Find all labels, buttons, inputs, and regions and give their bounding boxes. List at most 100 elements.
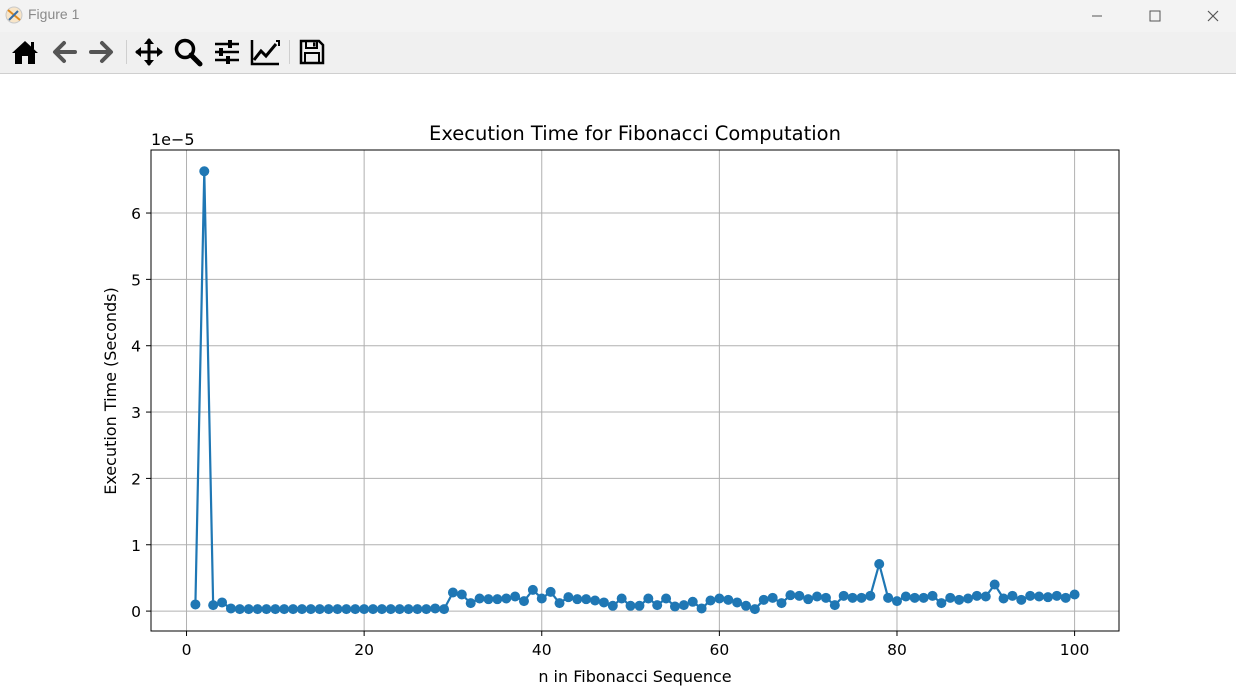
data-point	[909, 592, 920, 603]
data-point	[900, 591, 911, 602]
axes-frame	[150, 149, 1120, 632]
data-point	[607, 600, 618, 611]
y-tick-label: 3	[131, 404, 141, 422]
data-point	[376, 604, 387, 615]
data-point	[190, 599, 201, 610]
data-point	[767, 592, 778, 603]
data-point	[527, 584, 538, 595]
data-point	[518, 596, 529, 607]
data-point	[314, 604, 325, 615]
data-point	[1025, 590, 1036, 601]
data-point	[785, 590, 796, 601]
data-point	[714, 593, 725, 604]
data-point	[572, 594, 583, 605]
data-point	[563, 592, 574, 603]
series-execution-time	[190, 166, 1080, 615]
y-offset-label: 1e−5	[151, 130, 195, 149]
data-point	[554, 598, 565, 609]
data-point	[394, 604, 405, 615]
data-point	[323, 604, 334, 615]
data-point	[874, 558, 885, 569]
data-point	[891, 596, 902, 607]
data-point	[980, 591, 991, 602]
app-icon	[4, 5, 24, 29]
x-tick-label: 80	[887, 641, 907, 659]
y-tick-label: 0	[131, 603, 141, 621]
data-point	[510, 591, 521, 602]
ticks: 0 20 40 60 80 100 0 1 2 3 4 5 6	[131, 205, 1089, 659]
zoom-button[interactable]	[171, 35, 205, 69]
data-point	[465, 598, 476, 609]
edit-axes-button[interactable]	[248, 35, 282, 69]
data-point	[865, 590, 876, 601]
data-point	[758, 594, 769, 605]
data-point	[963, 593, 974, 604]
data-point	[803, 594, 814, 605]
data-point	[359, 604, 370, 615]
data-point	[678, 600, 689, 611]
data-point	[598, 597, 609, 608]
save-button[interactable]	[295, 35, 329, 69]
back-button[interactable]	[47, 35, 81, 69]
data-point	[669, 601, 680, 612]
toolbar-separator	[126, 40, 127, 64]
data-point	[305, 604, 316, 615]
data-point	[838, 590, 849, 601]
y-tick-label: 4	[131, 338, 141, 356]
data-point	[447, 587, 458, 598]
data-point	[270, 604, 281, 615]
data-point	[199, 166, 210, 177]
forward-arrow-icon	[89, 41, 113, 63]
data-point	[643, 593, 654, 604]
data-point	[545, 586, 556, 597]
data-point	[687, 596, 698, 607]
back-arrow-icon	[53, 41, 77, 63]
data-point	[927, 590, 938, 601]
window-titlebar: Figure 1	[0, 0, 1236, 32]
data-point	[279, 604, 290, 615]
minimize-button[interactable]	[1068, 0, 1126, 32]
maximize-button[interactable]	[1126, 0, 1184, 32]
data-point	[732, 597, 743, 608]
data-point	[705, 595, 716, 606]
pan-button[interactable]	[132, 35, 166, 69]
data-point	[741, 600, 752, 611]
y-tick-label: 1	[131, 537, 141, 555]
data-point	[501, 593, 512, 604]
data-point	[581, 594, 592, 605]
configure-subplots-button[interactable]	[210, 35, 244, 69]
minimize-icon	[1092, 15, 1102, 17]
data-point	[794, 590, 805, 601]
data-point	[341, 604, 352, 615]
data-point	[243, 604, 254, 615]
data-point	[616, 593, 627, 604]
forward-button[interactable]	[85, 35, 119, 69]
data-point	[217, 597, 228, 608]
x-tick-label: 0	[182, 641, 192, 659]
close-button[interactable]	[1184, 0, 1236, 32]
data-point	[234, 604, 245, 615]
data-point	[856, 592, 867, 603]
data-point	[936, 598, 947, 609]
home-button[interactable]	[8, 35, 42, 69]
navigation-toolbar	[0, 32, 1236, 74]
y-axis-label: Execution Time (Seconds)	[101, 287, 120, 495]
home-icon	[12, 41, 38, 64]
data-point	[1069, 589, 1080, 600]
pan-icon	[135, 38, 163, 66]
data-point	[252, 604, 263, 615]
data-point	[696, 603, 707, 614]
data-point	[1016, 594, 1027, 605]
data-point	[661, 593, 672, 604]
data-point	[776, 598, 787, 609]
data-point	[1034, 591, 1045, 602]
data-point	[812, 591, 823, 602]
data-point	[634, 600, 645, 611]
data-point	[1051, 590, 1062, 601]
data-point	[1007, 590, 1018, 601]
data-point	[590, 595, 601, 606]
grid	[151, 150, 1119, 631]
data-point	[492, 594, 503, 605]
y-tick-label: 5	[131, 271, 141, 289]
